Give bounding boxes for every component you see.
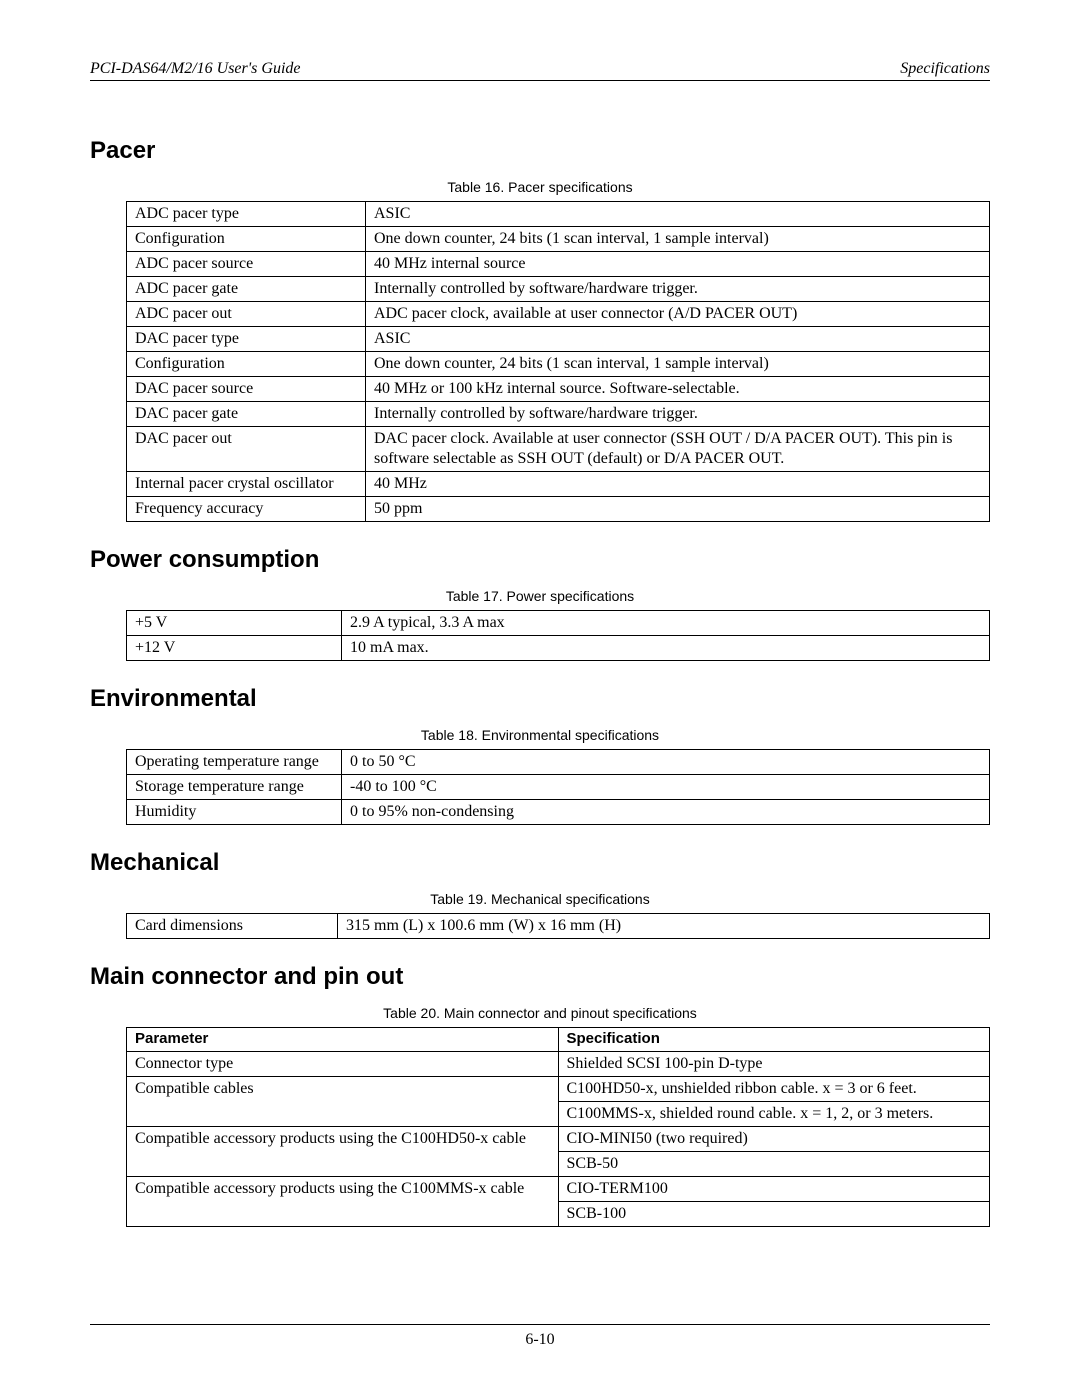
table-row: ConfigurationOne down counter, 24 bits (… [127,352,990,377]
table-row: +12 V10 mA max. [127,636,990,661]
table-row: DAC pacer outDAC pacer clock. Available … [127,427,990,472]
cell-parameter: ADC pacer type [127,202,366,227]
cell-parameter: DAC pacer out [127,427,366,472]
table-caption-pacer: Table 16. Pacer specifications [90,179,990,195]
table-row: DAC pacer source40 MHz or 100 kHz intern… [127,377,990,402]
cell-parameter: +12 V [127,636,342,661]
table-row: ConfigurationOne down counter, 24 bits (… [127,227,990,252]
cell-value: DAC pacer clock. Available at user conne… [366,427,990,472]
cell-parameter: DAC pacer gate [127,402,366,427]
cell-value: ADC pacer clock, available at user conne… [366,302,990,327]
cell-parameter: Configuration [127,227,366,252]
table-caption-power: Table 17. Power specifications [90,588,990,604]
table-row: ADC pacer gateInternally controlled by s… [127,277,990,302]
table-caption-env: Table 18. Environmental specifications [90,727,990,743]
cell-parameter: ADC pacer source [127,252,366,277]
cell-specification: SCB-100 [558,1201,990,1226]
cell-value: 40 MHz internal source [366,252,990,277]
table-row: ADC pacer source40 MHz internal source [127,252,990,277]
section-heading-power: Power consumption [90,546,990,574]
column-header-parameter: Parameter [127,1028,559,1052]
table-row: DAC pacer typeASIC [127,327,990,352]
table-row: Compatible accessory products using the … [127,1126,990,1151]
cell-value: 40 MHz [366,472,990,497]
cell-value: 0 to 50 °C [342,750,990,775]
page-number: 6-10 [0,1331,1080,1349]
table-row: Storage temperature range-40 to 100 °C [127,775,990,800]
table-env: Operating temperature range0 to 50 °CSto… [126,749,990,825]
table-row: Frequency accuracy50 ppm [127,497,990,522]
cell-value: Internally controlled by software/hardwa… [366,277,990,302]
cell-value: ASIC [366,202,990,227]
table-row: +5 V2.9 A typical, 3.3 A max [127,611,990,636]
table-row: Compatible cablesC100HD50-x, unshielded … [127,1076,990,1101]
cell-parameter: Compatible accessory products using the … [127,1176,559,1226]
header-left: PCI-DAS64/M2/16 User's Guide [90,60,301,78]
cell-specification: Shielded SCSI 100-pin D-type [558,1051,990,1076]
cell-value: -40 to 100 °C [342,775,990,800]
table-row: Operating temperature range0 to 50 °C [127,750,990,775]
section-heading-conn: Main connector and pin out [90,963,990,991]
cell-parameter: +5 V [127,611,342,636]
cell-parameter: Compatible cables [127,1076,559,1126]
table-pacer: ADC pacer typeASICConfigurationOne down … [126,201,990,522]
cell-parameter: Storage temperature range [127,775,342,800]
column-header-specification: Specification [558,1028,990,1052]
cell-value: 2.9 A typical, 3.3 A max [342,611,990,636]
table-conn: Parameter Specification Connector typeSh… [126,1027,990,1227]
cell-value: 315 mm (L) x 100.6 mm (W) x 16 mm (H) [338,914,990,939]
cell-parameter: Card dimensions [127,914,338,939]
cell-parameter: DAC pacer type [127,327,366,352]
table-row: Connector typeShielded SCSI 100-pin D-ty… [127,1051,990,1076]
cell-value: 40 MHz or 100 kHz internal source. Softw… [366,377,990,402]
cell-value: Internally controlled by software/hardwa… [366,402,990,427]
table-row: ADC pacer typeASIC [127,202,990,227]
cell-value: One down counter, 24 bits (1 scan interv… [366,227,990,252]
table-row: Compatible accessory products using the … [127,1176,990,1201]
cell-value: 0 to 95% non-condensing [342,800,990,825]
cell-specification: CIO-TERM100 [558,1176,990,1201]
cell-specification: SCB-50 [558,1151,990,1176]
table-row: Card dimensions315 mm (L) x 100.6 mm (W)… [127,914,990,939]
cell-value: ASIC [366,327,990,352]
cell-value: 50 ppm [366,497,990,522]
cell-parameter: ADC pacer out [127,302,366,327]
table-caption-mech: Table 19. Mechanical specifications [90,891,990,907]
cell-parameter: Humidity [127,800,342,825]
table-row: Internal pacer crystal oscillator40 MHz [127,472,990,497]
section-heading-env: Environmental [90,685,990,713]
table-header-row: Parameter Specification [127,1028,990,1052]
cell-specification: C100MMS-x, shielded round cable. x = 1, … [558,1101,990,1126]
cell-parameter: Frequency accuracy [127,497,366,522]
table-row: ADC pacer outADC pacer clock, available … [127,302,990,327]
cell-parameter: Connector type [127,1051,559,1076]
table-caption-conn: Table 20. Main connector and pinout spec… [90,1005,990,1021]
page-header: PCI-DAS64/M2/16 User's Guide Specificati… [90,60,990,78]
table-mech: Card dimensions315 mm (L) x 100.6 mm (W)… [126,913,990,939]
cell-specification: C100HD50-x, unshielded ribbon cable. x =… [558,1076,990,1101]
section-heading-mech: Mechanical [90,849,990,877]
table-power: +5 V2.9 A typical, 3.3 A max+12 V10 mA m… [126,610,990,661]
cell-parameter: DAC pacer source [127,377,366,402]
cell-parameter: Operating temperature range [127,750,342,775]
cell-value: One down counter, 24 bits (1 scan interv… [366,352,990,377]
table-row: Humidity0 to 95% non-condensing [127,800,990,825]
cell-value: 10 mA max. [342,636,990,661]
header-right: Specifications [900,60,990,78]
cell-parameter: Configuration [127,352,366,377]
cell-specification: CIO-MINI50 (two required) [558,1126,990,1151]
cell-parameter: ADC pacer gate [127,277,366,302]
cell-parameter: Compatible accessory products using the … [127,1126,559,1176]
cell-parameter: Internal pacer crystal oscillator [127,472,366,497]
footer-rule [90,1324,990,1325]
header-rule [90,80,990,81]
table-row: DAC pacer gateInternally controlled by s… [127,402,990,427]
section-heading-pacer: Pacer [90,137,990,165]
